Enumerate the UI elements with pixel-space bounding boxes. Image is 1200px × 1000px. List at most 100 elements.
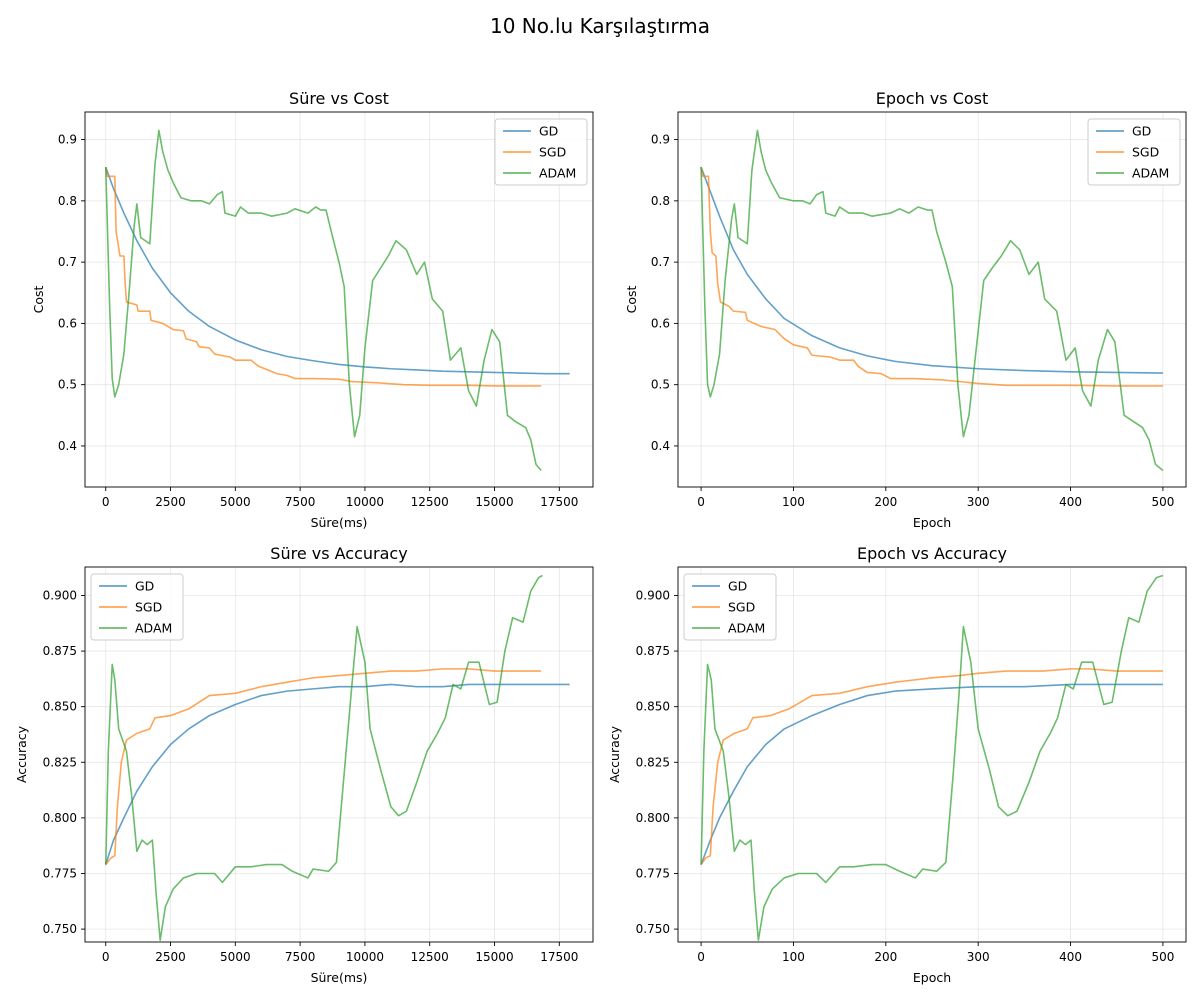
x-tick-label: 100 (782, 495, 805, 509)
y-tick-label: 0.9 (58, 133, 77, 147)
x-tick-label: 500 (1151, 495, 1174, 509)
x-tick-label: 12500 (411, 950, 449, 964)
axes-frame (84, 111, 594, 488)
y-tick-label: 0.825 (636, 755, 670, 769)
subplot-1: 0 2500 5000 7500 10000 12500 15000 17500 0.4 0.5 0… (31, 89, 594, 530)
x-tick-label: 12500 (411, 495, 449, 509)
series-line-adam (700, 574, 1164, 942)
y-tick-label: 0.775 (636, 866, 670, 880)
legend: GD SGD ADAM (683, 573, 777, 641)
legend: GD SGD ADAM (1087, 118, 1181, 186)
y-tick-label: 0.4 (58, 439, 77, 453)
y-tick-label: 0.900 (636, 588, 670, 602)
subplot-title: Süre vs Accuracy (270, 544, 407, 563)
legend: GD SGD ADAM (494, 118, 588, 186)
legend-label-gd: GD (135, 579, 154, 594)
legend-box (683, 573, 777, 641)
y-tick-label: 0.875 (43, 644, 77, 658)
x-tick-label: 7500 (285, 495, 316, 509)
y-tick-label: 0.775 (43, 866, 77, 880)
legend-box (90, 573, 184, 641)
legend-label-sgd: SGD (539, 145, 566, 160)
y-axis-label: Accuracy (607, 725, 622, 783)
x-tick-label: 7500 (285, 950, 316, 964)
subplot-title: Süre vs Cost (289, 89, 389, 108)
legend-label-adam: ADAM (1132, 166, 1169, 181)
x-tick-label: 0 (697, 950, 705, 964)
legend-label-gd: GD (728, 579, 747, 594)
x-tick-label: 200 (874, 495, 897, 509)
y-tick-label: 0.9 (651, 133, 670, 147)
y-tick-label: 0.900 (43, 588, 77, 602)
x-tick-label: 400 (1059, 495, 1082, 509)
x-tick-label: 5000 (220, 495, 251, 509)
series-line-adam (700, 129, 1164, 472)
y-tick-label: 0.4 (651, 439, 670, 453)
x-tick-label: 200 (874, 950, 897, 964)
y-axis-label: Cost (31, 286, 46, 314)
x-axis-label: Süre(ms) (311, 515, 368, 530)
y-axis-label: Cost (624, 286, 639, 314)
legend-label-sgd: SGD (728, 600, 755, 615)
axes-frame (677, 111, 1187, 488)
figure-title: 10 No.lu Karşılaştırma (489, 14, 711, 38)
x-tick-label: 300 (967, 950, 990, 964)
x-tick-label: 10000 (346, 950, 384, 964)
y-tick-label: 0.7 (651, 255, 670, 269)
x-tick-label: 2500 (155, 950, 186, 964)
legend-label-gd: GD (539, 124, 558, 139)
subplot-3: 0 2500 5000 7500 10000 12500 15000 17500 0.750 0.… (14, 544, 594, 985)
legend-label-sgd: SGD (1132, 145, 1159, 160)
y-tick-label: 0.800 (636, 811, 670, 825)
subplot-2: 0 100 200 300 400 500 0.4 0.5 0.6 0.7 0.8 0.9 Epoch … (624, 89, 1187, 530)
x-tick-label: 0 (697, 495, 705, 509)
series-line-gd (700, 166, 1163, 374)
x-tick-label: 15000 (475, 950, 513, 964)
y-tick-label: 0.850 (636, 700, 670, 714)
subplot-title: Epoch vs Accuracy (857, 544, 1007, 563)
legend-label-adam: ADAM (135, 621, 172, 636)
subplot-title: Epoch vs Cost (876, 89, 989, 108)
x-tick-label: 0 (102, 950, 110, 964)
y-tick-label: 0.800 (43, 811, 77, 825)
y-tick-label: 0.6 (651, 316, 670, 330)
axes-frame (677, 566, 1187, 943)
y-tick-label: 0.6 (58, 316, 77, 330)
x-tick-label: 400 (1059, 950, 1082, 964)
y-tick-label: 0.825 (43, 755, 77, 769)
x-tick-label: 0 (102, 495, 110, 509)
legend-box (494, 118, 588, 186)
series-line-sgd (104, 167, 542, 387)
y-tick-label: 0.850 (43, 700, 77, 714)
legend-label-sgd: SGD (135, 600, 162, 615)
y-tick-label: 0.8 (651, 194, 670, 208)
x-axis-label: Epoch (913, 970, 951, 985)
x-tick-label: 5000 (220, 950, 251, 964)
y-tick-label: 0.875 (636, 644, 670, 658)
y-tick-label: 0.750 (43, 922, 77, 936)
y-tick-label: 0.5 (651, 378, 670, 392)
y-tick-label: 0.8 (58, 194, 77, 208)
x-tick-label: 17500 (540, 950, 578, 964)
series-line-adam (104, 129, 542, 471)
x-tick-label: 15000 (475, 495, 513, 509)
y-tick-label: 0.7 (58, 255, 77, 269)
y-tick-label: 0.5 (58, 378, 77, 392)
series-line-sgd (700, 668, 1163, 866)
legend: GD SGD ADAM (90, 573, 184, 641)
x-tick-label: 2500 (155, 495, 186, 509)
series-line-gd (104, 683, 570, 865)
axes-frame (84, 566, 594, 943)
legend-box (1087, 118, 1181, 186)
y-tick-label: 0.750 (636, 922, 670, 936)
x-axis-label: Epoch (913, 515, 951, 530)
subplot-4: 0 100 200 300 400 500 0.750 0.775 0.800 0.825 0.85… (607, 544, 1187, 985)
series-line-sgd (700, 166, 1163, 387)
x-tick-label: 10000 (346, 495, 384, 509)
legend-label-adam: ADAM (539, 166, 576, 181)
legend-label-gd: GD (1132, 124, 1151, 139)
series-line-gd (700, 683, 1163, 865)
x-tick-label: 500 (1151, 950, 1174, 964)
legend-label-adam: ADAM (728, 621, 765, 636)
